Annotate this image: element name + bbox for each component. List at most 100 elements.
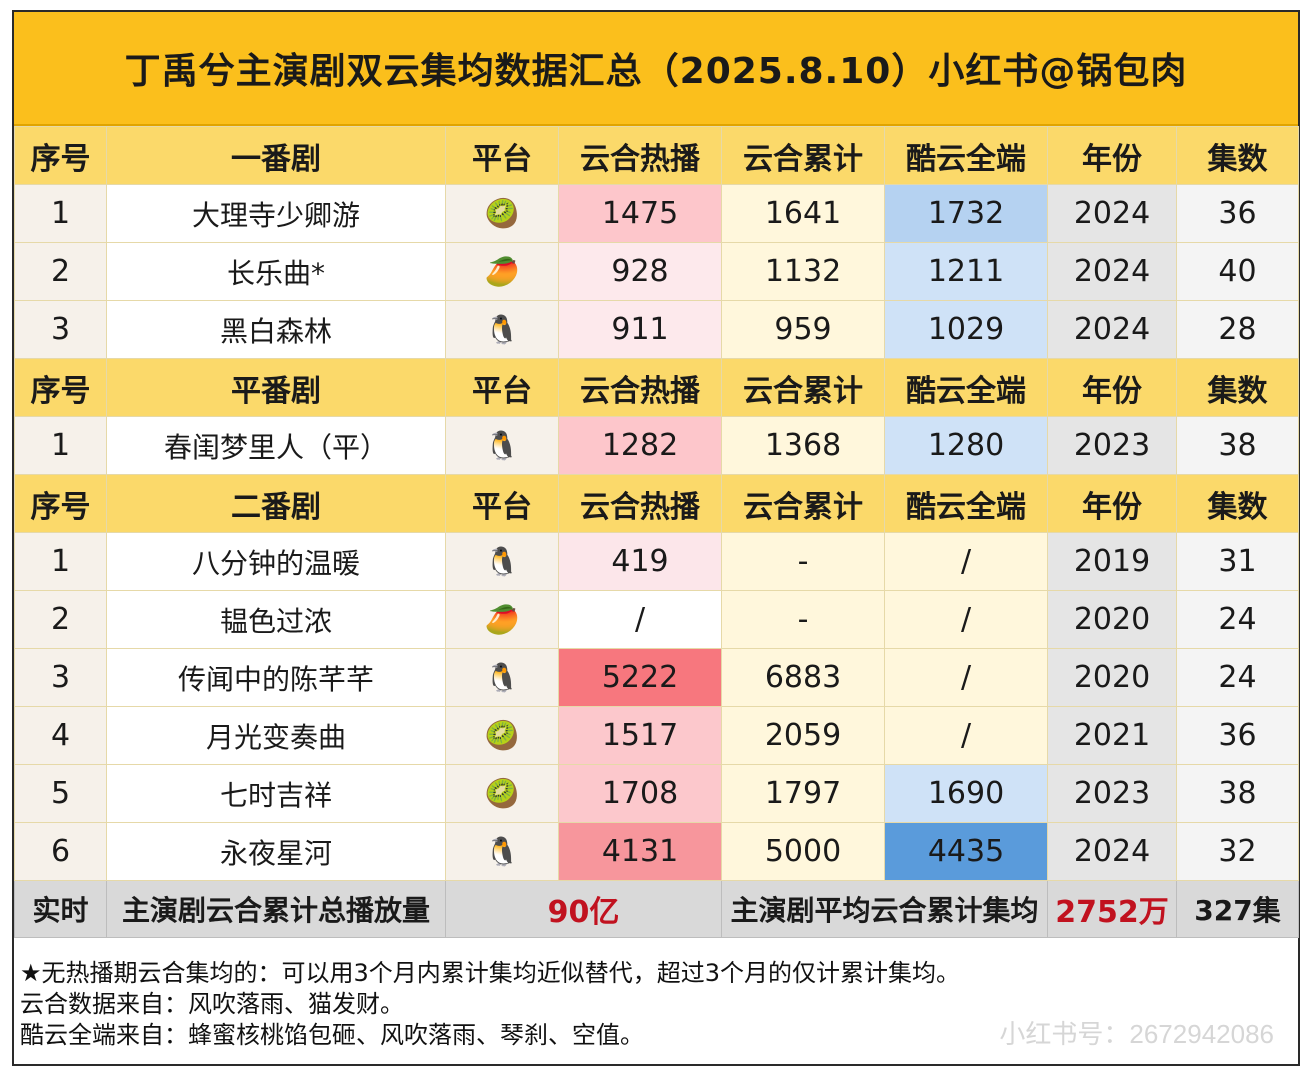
yunhe-cumulative-value: 5000 (721, 822, 885, 881)
episodes-value: 40 (1176, 242, 1299, 301)
penguin-icon: 🐧 (445, 822, 559, 881)
yunhe-cumulative-value: 1797 (721, 764, 885, 823)
yunhe-hot-value: 911 (558, 300, 722, 359)
yunhe-hot-value: 1475 (558, 184, 722, 243)
total-play-value: 90亿 (445, 880, 722, 938)
drama-name: 传闻中的陈芊芊 (106, 648, 446, 707)
episodes-value: 31 (1176, 532, 1299, 591)
table-row: 1 八分钟的温暖 🐧 419-/2019 31 (14, 532, 1299, 591)
yunhe-hot-value: / (558, 590, 722, 649)
drama-name: 韫色过浓 (106, 590, 446, 649)
row-index: 3 (14, 648, 107, 707)
kuyun-value: / (884, 532, 1048, 591)
header-episodes: 集数 (1176, 358, 1299, 417)
header-platform: 平台 (445, 126, 559, 185)
table-row: 1 春闺梦里人（平） 🐧 1282 1368 1280 2023 38 (14, 416, 1299, 475)
year-value: 2023 (1047, 416, 1177, 475)
year-value: 2023 (1047, 764, 1177, 823)
header-year: 年份 (1047, 474, 1177, 533)
yunhe-hot-value: 1708 (558, 764, 722, 823)
yunhe-cumulative-value: - (721, 532, 885, 591)
yunhe-hot-value: 1517 (558, 706, 722, 765)
episodes-value: 36 (1176, 184, 1299, 243)
header-kuyun-all: 酷云全端 (884, 126, 1048, 185)
header-category: 平番剧 (106, 358, 446, 417)
total-episodes: 327集 (1176, 880, 1299, 938)
header-year: 年份 (1047, 358, 1177, 417)
header-yunhe-cumulative: 云合累计 (721, 358, 885, 417)
kiwi-icon: 🥝 (445, 706, 559, 765)
kuyun-value: 4435 (884, 822, 1048, 881)
yunhe-cumulative-value: 2059 (721, 706, 885, 765)
header-yunhe-hot: 云合热播 (558, 358, 722, 417)
year-value: 2021 (1047, 706, 1177, 765)
header-platform: 平台 (445, 358, 559, 417)
section-header-row: 序号 二番剧 平台 云合热播 云合累计 酷云全端 年份 集数 (14, 474, 1299, 533)
header-episodes: 集数 (1176, 474, 1299, 533)
header-yunhe-hot: 云合热播 (558, 126, 722, 185)
year-value: 2020 (1047, 590, 1177, 649)
year-value: 2020 (1047, 648, 1177, 707)
yunhe-hot-value: 5222 (558, 648, 722, 707)
episodes-value: 38 (1176, 416, 1299, 475)
notes: ★无热播期云合集均的：可以用3个月内累计集均近似替代，超过3个月的仅计累计集均。… (14, 938, 1298, 1064)
row-index: 1 (14, 184, 107, 243)
drama-name: 八分钟的温暖 (106, 532, 446, 591)
header-year: 年份 (1047, 126, 1177, 185)
row-index: 1 (14, 416, 107, 475)
row-index: 1 (14, 532, 107, 591)
kuyun-value: / (884, 648, 1048, 707)
row-index: 2 (14, 590, 107, 649)
header-kuyun-all: 酷云全端 (884, 474, 1048, 533)
table-row: 1 大理寺少卿游 🥝 1475 1641 1732 2024 36 (14, 184, 1299, 243)
penguin-icon: 🐧 (445, 416, 559, 475)
year-value: 2024 (1047, 822, 1177, 881)
note-line: 酷云全端来自：蜂蜜核桃馅包砸、风吹落雨、琴刹、空值。 (20, 1021, 644, 1049)
header-yunhe-cumulative: 云合累计 (721, 474, 885, 533)
kuyun-value: 1029 (884, 300, 1048, 359)
yunhe-cumulative-value: - (721, 590, 885, 649)
table-body: 序号 一番剧 平台 云合热播 云合累计 酷云全端 年份 集数 1 大理寺少卿游 🥝 1475 1641 1… (14, 126, 1299, 881)
row-index: 3 (14, 300, 107, 359)
table-row: 2 长乐曲* 🥭 928 1132 1211 2024 40 (14, 242, 1299, 301)
yunhe-cumulative-value: 959 (721, 300, 885, 359)
episodes-value: 24 (1176, 590, 1299, 649)
penguin-icon: 🐧 (445, 648, 559, 707)
year-value: 2024 (1047, 242, 1177, 301)
drama-name: 长乐曲* (106, 242, 446, 301)
table-row: 3 传闻中的陈芊芊 🐧 5222 6883/2020 24 (14, 648, 1299, 707)
table-row: 3 黑白森林 🐧 911 959 1029 2024 28 (14, 300, 1299, 359)
episodes-value: 28 (1176, 300, 1299, 359)
header-index: 序号 (14, 474, 107, 533)
kuyun-value: 1690 (884, 764, 1048, 823)
drama-name: 七时吉祥 (106, 764, 446, 823)
header-category: 一番剧 (106, 126, 446, 185)
row-index: 6 (14, 822, 107, 881)
table-row: 2 韫色过浓 🥭 / -/2020 24 (14, 590, 1299, 649)
header-category: 二番剧 (106, 474, 446, 533)
page-title: 丁禹兮主演剧双云集均数据汇总（2025.8.10）小红书@锅包肉 (14, 12, 1298, 126)
header-yunhe-cumulative: 云合累计 (721, 126, 885, 185)
avg-value: 2752万 (1047, 880, 1177, 938)
row-index: 2 (14, 242, 107, 301)
header-index: 序号 (14, 358, 107, 417)
section-header-row: 序号 一番剧 平台 云合热播 云合累计 酷云全端 年份 集数 (14, 126, 1299, 185)
drama-name: 春闺梦里人（平） (106, 416, 446, 475)
note-line: ★无热播期云合集均的：可以用3个月内累计集均近似替代，超过3个月的仅计累计集均。 (20, 959, 961, 987)
yunhe-hot-value: 1282 (558, 416, 722, 475)
avg-label: 主演剧平均云合累计集均 (721, 880, 1048, 938)
episodes-value: 24 (1176, 648, 1299, 707)
kuyun-value: 1211 (884, 242, 1048, 301)
kiwi-icon: 🥝 (445, 764, 559, 823)
row-index: 5 (14, 764, 107, 823)
mango-icon: 🥭 (445, 590, 559, 649)
episodes-value: 38 (1176, 764, 1299, 823)
note-line: 云合数据来自：风吹落雨、猫发财。 (20, 990, 404, 1018)
yunhe-hot-value: 4131 (558, 822, 722, 881)
row-index: 4 (14, 706, 107, 765)
drama-name: 黑白森林 (106, 300, 446, 359)
episodes-value: 32 (1176, 822, 1299, 881)
drama-name: 大理寺少卿游 (106, 184, 446, 243)
data-table: 序号 一番剧 平台 云合热播 云合累计 酷云全端 年份 集数 1 大理寺少卿游 🥝 1475 1641 1… (14, 126, 1299, 938)
watermark: 小红书号：2672942086 (999, 1019, 1274, 1049)
